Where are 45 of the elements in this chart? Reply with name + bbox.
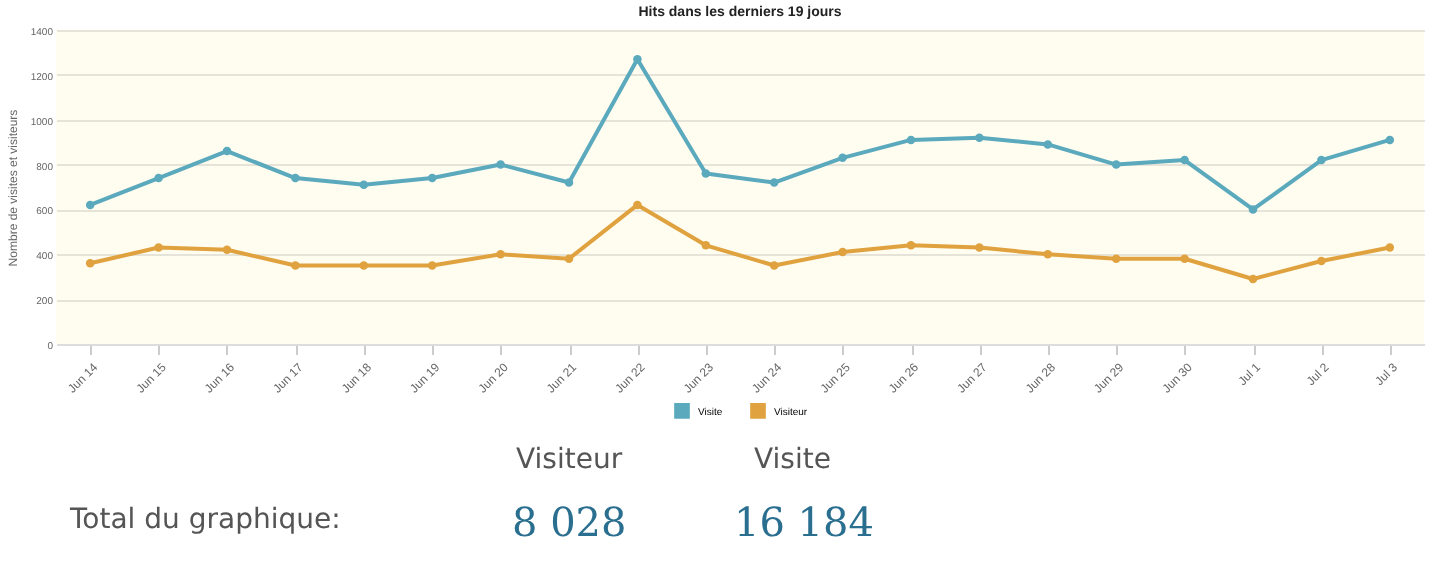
point — [633, 54, 642, 64]
point — [564, 254, 574, 264]
point — [154, 243, 163, 252]
point — [427, 173, 437, 183]
point — [1248, 205, 1258, 214]
point — [291, 261, 300, 270]
point — [85, 259, 95, 268]
text: Total du graphique: — [70, 504, 341, 536]
point — [701, 241, 711, 250]
point — [769, 178, 779, 187]
point — [769, 261, 779, 270]
point — [291, 173, 300, 183]
point — [1111, 254, 1121, 264]
point — [1385, 243, 1395, 252]
point — [838, 247, 847, 257]
point — [701, 169, 711, 178]
point — [222, 245, 232, 255]
point — [975, 243, 984, 252]
text: 8 028 — [512, 498, 627, 546]
point — [359, 180, 369, 189]
text: Visiteur — [516, 444, 623, 476]
point — [1180, 254, 1189, 264]
point — [564, 178, 574, 187]
point — [1385, 135, 1395, 145]
point — [906, 241, 916, 250]
text: Visite — [754, 444, 831, 476]
point — [85, 200, 95, 210]
point — [633, 200, 642, 210]
point — [1111, 160, 1121, 169]
point — [1248, 274, 1258, 284]
point — [1043, 250, 1053, 259]
point — [496, 160, 505, 169]
point — [838, 153, 847, 163]
point — [1180, 155, 1189, 165]
point — [906, 135, 916, 145]
point — [975, 133, 984, 142]
point — [496, 250, 505, 259]
point — [427, 261, 437, 270]
point — [154, 173, 163, 183]
text: 16 184 — [734, 498, 874, 546]
point — [1043, 140, 1053, 149]
point — [1317, 256, 1326, 266]
point — [1317, 155, 1326, 165]
point — [222, 146, 232, 156]
point — [359, 261, 369, 270]
